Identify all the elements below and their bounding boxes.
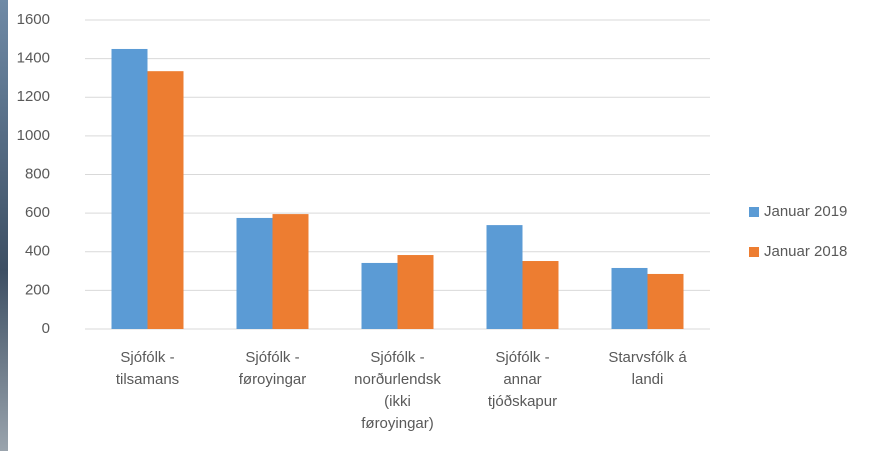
background-strip [0, 0, 8, 451]
legend-swatch [749, 247, 759, 257]
legend-swatch [749, 207, 759, 217]
bar [112, 49, 148, 329]
bar [648, 274, 684, 329]
bar [273, 214, 309, 329]
y-tick-label: 400 [25, 243, 50, 260]
bar [523, 261, 559, 329]
y-tick-label: 600 [25, 204, 50, 221]
y-tick-label: 200 [25, 281, 50, 298]
bar [487, 225, 523, 329]
y-tick-label: 1600 [17, 11, 50, 28]
y-tick-label: 800 [25, 165, 50, 182]
bar [237, 218, 273, 329]
chart: 0 200 400 600 800 1000 1200 1400 1600 Sjófólk -ti… [0, 0, 892, 451]
legend-label: Januar 2018 [764, 243, 847, 260]
bar [362, 263, 398, 329]
x-tick-label: Sjófólk -føroyingar [239, 349, 307, 388]
x-tick-label: Sjófólk -tilsamans [116, 349, 179, 388]
bar [398, 255, 434, 329]
bar [148, 71, 184, 329]
y-tick-label: 0 [42, 320, 50, 337]
y-tick-label: 1000 [17, 127, 50, 144]
legend-label: Januar 2019 [764, 203, 847, 220]
bar [612, 268, 648, 329]
y-tick-label: 1200 [17, 88, 50, 105]
y-tick-label: 1400 [17, 50, 50, 67]
